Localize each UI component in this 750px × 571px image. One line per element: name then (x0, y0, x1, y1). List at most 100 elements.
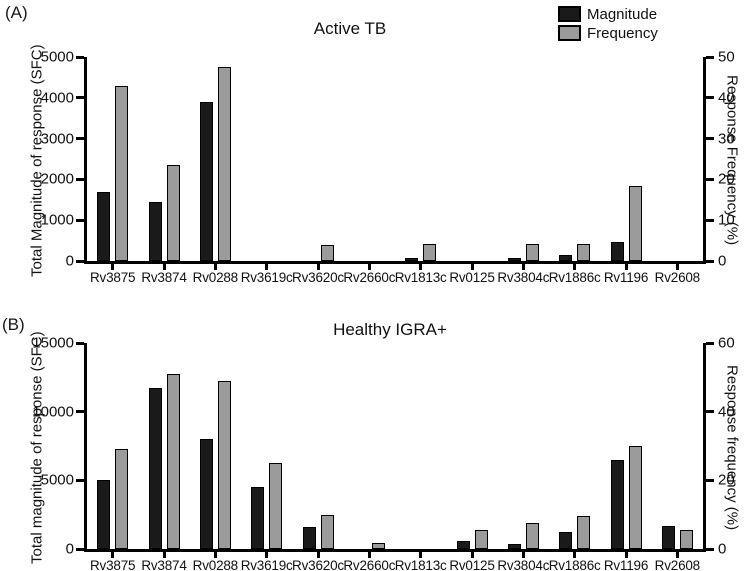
bar-magnitude-Rv1196 (610, 241, 624, 261)
x-axis-tick-label: Rv3804c (497, 270, 550, 285)
x-axis-tick-label: Rv3619c (240, 270, 293, 285)
bar-magnitude-Rv3804c (507, 543, 521, 549)
x-axis-tick-label: Rv0125 (449, 558, 495, 571)
y2-axis-tick (706, 410, 714, 414)
y2-axis-tick (706, 55, 714, 59)
bar-magnitude-Rv0125 (456, 540, 470, 549)
x-axis-tick-label: Rv3804c (497, 558, 550, 571)
x-axis-tick (265, 552, 269, 558)
x-axis-tick-label: Rv3620c (292, 558, 344, 571)
y2-axis-tick-label: 40 (718, 89, 735, 107)
x-axis-tick-label: Rv3619c (240, 558, 293, 571)
y-axis-tick (76, 341, 84, 345)
x-axis-tick (521, 552, 525, 558)
x-axis-tick (367, 552, 371, 558)
frequency-swatch-icon (558, 25, 581, 41)
y-axis-tick (76, 218, 84, 222)
panel-a: (A) Active TB Magnitude Frequency Total … (5, 3, 741, 285)
x-axis-tick-label: Rv3874 (141, 558, 187, 571)
bar-frequency-Rv3804c (525, 243, 539, 261)
y-axis-tick (76, 96, 84, 100)
x-axis-tick (573, 264, 577, 270)
chart-b-right-axis-title: Response frequency (%) (723, 364, 741, 531)
y-axis-tick (76, 547, 84, 551)
bar-frequency-Rv3620c (320, 244, 334, 261)
y2-axis-tick-label: 60 (718, 334, 735, 352)
y-axis-tick-label: 0 (65, 540, 74, 558)
bar-frequency-Rv3619c (269, 463, 283, 549)
bar-magnitude-Rv3874 (148, 201, 162, 261)
x-axis-tick-label: Rv1813c (394, 558, 447, 571)
chart-a-plot-area: 0 1000 2000 3000 4000 5000 0 10 20 30 40 50 Rv3875 Rv… (41, 50, 735, 285)
x-axis-tick (573, 552, 577, 558)
x-axis-tick-label: Rv2608 (654, 270, 701, 285)
legend-label-magnitude: Magnitude (587, 5, 658, 23)
y2-axis-tick-label: 40 (718, 403, 735, 421)
legend-label-frequency: Frequency (587, 24, 658, 42)
magnitude-swatch-icon (558, 6, 581, 22)
y-axis-tick-label: 15000 (32, 334, 74, 352)
panel-b-label: (B) (2, 315, 25, 334)
chart-a-left-axis-title: Total Magnitude of response (SFC) (28, 44, 46, 277)
bar-frequency-Rv3875 (115, 85, 129, 261)
bar-magnitude-Rv1196 (610, 459, 624, 549)
x-axis-tick (111, 552, 115, 558)
bar-magnitude-Rv1886c (559, 531, 573, 549)
x-axis-tick-label: Rv0288 (192, 270, 239, 285)
x-axis-tick-label: Rv3875 (89, 558, 136, 571)
x-axis-tick-label: Rv1196 (603, 558, 649, 571)
y-axis-tick (76, 410, 84, 414)
y-axis-tick-label: 2000 (40, 170, 74, 188)
bar-frequency-Rv3874 (166, 165, 180, 261)
x-axis-tick (470, 552, 474, 558)
x-axis-tick (419, 264, 423, 270)
bar-frequency-Rv0288 (217, 380, 231, 549)
x-axis-tick (470, 264, 474, 270)
bar-frequency-Rv1813c (423, 243, 437, 261)
bar-frequency-Rv3620c (320, 514, 334, 549)
panel-a-label: (A) (5, 3, 28, 22)
y2-axis-tick (706, 341, 714, 345)
x-axis-tick-label: Rv0125 (449, 270, 495, 285)
bar-magnitude-Rv2608 (661, 526, 675, 549)
x-axis-tick-label: Rv3874 (141, 270, 187, 285)
bar-frequency-Rv3804c (525, 523, 539, 549)
x-axis-tick (213, 264, 217, 270)
y2-axis-tick (706, 96, 714, 100)
bar-magnitude-Rv3875 (97, 191, 111, 261)
legend-item-frequency: Frequency (558, 25, 658, 41)
bar-magnitude-Rv3874 (148, 388, 162, 549)
bar-frequency-Rv1196 (628, 446, 642, 549)
bar-frequency-Rv2608 (679, 530, 693, 549)
y2-axis-tick-label: 0 (718, 252, 727, 270)
x-axis-tick (675, 264, 679, 270)
bar-frequency-Rv2660c (371, 543, 385, 549)
chart-a-title: Active TB (313, 19, 387, 38)
bar-magnitude-Rv1813c (405, 257, 419, 261)
x-axis-tick-label: Rv1813c (394, 270, 447, 285)
x-axis-tick (162, 552, 166, 558)
bar-magnitude-Rv0288 (199, 439, 213, 549)
x-axis-tick (265, 264, 269, 270)
bar-magnitude-Rv3619c (251, 487, 265, 549)
bar-frequency-Rv1886c (577, 243, 591, 261)
x-axis-tick-label: Rv2608 (654, 558, 701, 571)
bar-magnitude-Rv1886c (559, 254, 573, 261)
y-axis-tick (76, 137, 84, 141)
y2-axis-tick-label: 20 (718, 170, 735, 188)
y-axis-tick (76, 177, 84, 181)
y-axis-tick-label: 0 (65, 252, 74, 270)
x-axis-tick (675, 552, 679, 558)
bar-frequency-Rv0288 (217, 67, 231, 261)
y-axis-tick (76, 259, 84, 263)
bar-magnitude-Rv3620c (302, 527, 316, 549)
y2-axis-tick-label: 20 (718, 471, 735, 489)
y2-axis-tick-label: 0 (718, 540, 727, 558)
y2-axis-tick-label: 30 (718, 130, 735, 148)
x-axis-tick-label: Rv3875 (89, 270, 136, 285)
x-axis-tick-label: Rv3620c (292, 270, 344, 285)
y2-axis-tick (706, 137, 714, 141)
y2-axis-tick (706, 547, 714, 551)
y2-axis-tick-label: 10 (718, 211, 735, 229)
